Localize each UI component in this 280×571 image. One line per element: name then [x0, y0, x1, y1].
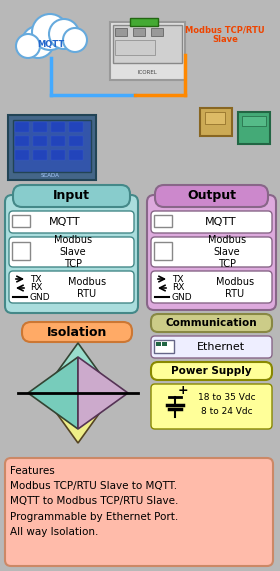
FancyBboxPatch shape — [155, 185, 268, 207]
Text: Ethernet: Ethernet — [197, 342, 245, 352]
Text: Output: Output — [187, 190, 236, 203]
FancyBboxPatch shape — [147, 195, 276, 310]
Polygon shape — [28, 357, 78, 429]
Text: GND: GND — [30, 292, 51, 301]
Text: Modbus TCP/RTU: Modbus TCP/RTU — [185, 26, 265, 34]
FancyBboxPatch shape — [13, 185, 130, 207]
Bar — [69, 122, 83, 132]
Text: Slave: Slave — [212, 35, 238, 45]
Text: Modbus
Slave
TCP: Modbus Slave TCP — [54, 235, 92, 270]
Text: RX: RX — [172, 283, 184, 292]
Text: SCADA: SCADA — [41, 173, 59, 178]
Bar — [12, 242, 30, 260]
Bar — [51, 136, 65, 146]
FancyBboxPatch shape — [5, 195, 138, 313]
Text: GND: GND — [172, 292, 193, 301]
Text: Modbus
RTU: Modbus RTU — [68, 277, 106, 299]
Bar — [113, 25, 182, 63]
FancyBboxPatch shape — [5, 458, 273, 566]
FancyBboxPatch shape — [151, 384, 272, 429]
Bar — [133, 28, 145, 36]
Circle shape — [22, 26, 54, 58]
FancyBboxPatch shape — [9, 211, 134, 233]
Bar — [8, 115, 96, 180]
Text: MQTT: MQTT — [37, 39, 65, 49]
Bar — [12, 215, 30, 227]
FancyBboxPatch shape — [151, 314, 272, 332]
Bar — [115, 40, 155, 55]
Circle shape — [49, 19, 79, 49]
Bar — [0, 0, 280, 195]
Text: Input: Input — [53, 190, 90, 203]
Text: 18 to 35 Vdc: 18 to 35 Vdc — [198, 393, 256, 403]
Text: +: + — [178, 384, 188, 397]
Circle shape — [63, 28, 87, 52]
Polygon shape — [42, 393, 114, 443]
Text: Modbus
RTU: Modbus RTU — [216, 277, 254, 299]
Bar — [69, 150, 83, 160]
Polygon shape — [42, 343, 114, 393]
FancyBboxPatch shape — [151, 271, 272, 303]
Bar — [154, 340, 174, 353]
Bar — [205, 112, 225, 124]
Bar — [162, 342, 167, 346]
Bar — [110, 22, 185, 80]
Bar — [33, 136, 47, 146]
Text: MQTT: MQTT — [205, 217, 237, 227]
Bar — [156, 342, 161, 346]
Text: TX: TX — [172, 275, 183, 283]
FancyBboxPatch shape — [22, 322, 132, 342]
Bar — [238, 112, 270, 144]
Text: Features
Modbus TCP/RTU Slave to MQTT.
MQTT to Modbus TCP/RTU Slave.
Programmabl: Features Modbus TCP/RTU Slave to MQTT. M… — [10, 466, 178, 537]
FancyBboxPatch shape — [151, 211, 272, 233]
Bar — [51, 150, 65, 160]
Bar — [130, 18, 158, 26]
Text: ICOREL: ICOREL — [137, 70, 157, 75]
Bar — [154, 242, 172, 260]
Text: Communication: Communication — [166, 318, 257, 328]
Polygon shape — [78, 357, 128, 429]
FancyBboxPatch shape — [151, 362, 272, 380]
Bar — [154, 215, 172, 227]
Bar — [151, 28, 163, 36]
Text: Power Supply: Power Supply — [171, 366, 252, 376]
Text: 8 to 24 Vdc: 8 to 24 Vdc — [201, 408, 253, 416]
Bar — [115, 28, 127, 36]
Bar — [33, 122, 47, 132]
Circle shape — [16, 34, 40, 58]
Bar — [15, 150, 29, 160]
Bar — [13, 120, 91, 172]
Bar — [69, 136, 83, 146]
Bar — [15, 122, 29, 132]
FancyBboxPatch shape — [151, 237, 272, 267]
Text: MQTT: MQTT — [49, 217, 81, 227]
Bar — [15, 136, 29, 146]
Text: Isolation: Isolation — [47, 325, 107, 339]
Bar — [242, 116, 266, 126]
Circle shape — [32, 14, 68, 50]
Bar — [33, 150, 47, 160]
Text: Modbus
Slave
TCP: Modbus Slave TCP — [208, 235, 246, 270]
Text: TX: TX — [30, 275, 41, 283]
Bar — [200, 108, 232, 136]
Bar — [51, 122, 65, 132]
Text: RX: RX — [30, 283, 42, 292]
FancyBboxPatch shape — [151, 336, 272, 358]
FancyBboxPatch shape — [9, 271, 134, 303]
FancyBboxPatch shape — [9, 237, 134, 267]
